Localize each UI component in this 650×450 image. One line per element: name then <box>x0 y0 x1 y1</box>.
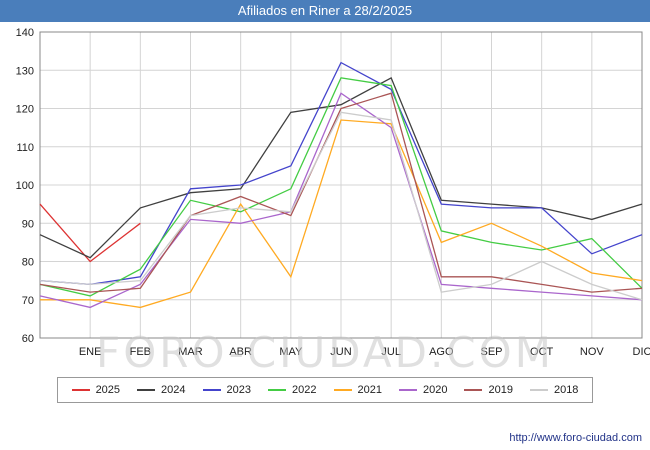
legend-label: 2022 <box>292 384 317 396</box>
legend-swatch <box>71 389 90 391</box>
svg-text:SEP: SEP <box>480 346 502 358</box>
chart-svg: 60 70 80 90 100 110 120 130 140 ENE FEB MAR ABR MAY JU… <box>16 27 650 358</box>
legend-item-2019: 2019 <box>464 384 513 396</box>
svg-text:60: 60 <box>22 333 34 345</box>
legend-item-2020: 2020 <box>398 384 448 396</box>
legend-label: 2019 <box>488 384 513 396</box>
svg-text:MAR: MAR <box>178 346 203 358</box>
svg-text:70: 70 <box>22 295 34 307</box>
legend-item-2024: 2024 <box>137 384 186 396</box>
svg-text:DIC: DIC <box>633 346 650 358</box>
svg-text:NOV: NOV <box>580 346 605 358</box>
footer-link[interactable]: http://www.foro-ciudad.com <box>509 432 642 444</box>
footer: http://www.foro-ciudad.com <box>509 432 642 444</box>
legend-swatch <box>529 389 548 391</box>
legend-swatch <box>202 389 221 391</box>
legend-swatch <box>268 389 287 391</box>
svg-text:MAY: MAY <box>279 346 303 358</box>
svg-text:110: 110 <box>16 142 34 154</box>
legend-label: 2018 <box>553 384 579 396</box>
legend-item-2018: 2018 <box>529 384 579 396</box>
svg-text:FEB: FEB <box>130 346 151 358</box>
legend: 2025 2024 2023 2022 2021 2020 2019 2018 <box>56 377 594 403</box>
legend-item-2025: 2025 <box>71 384 121 396</box>
legend-label: 2020 <box>422 384 448 396</box>
svg-text:80: 80 <box>22 257 34 269</box>
legend-swatch <box>398 389 417 391</box>
svg-text:90: 90 <box>22 218 34 230</box>
legend-label: 2025 <box>95 384 121 396</box>
legend-swatch <box>333 389 352 391</box>
svg-text:JUL: JUL <box>381 346 401 358</box>
title-bar: Afiliados en Riner a 28/2/2025 <box>0 0 650 22</box>
svg-text:120: 120 <box>16 104 34 116</box>
svg-text:ENE: ENE <box>79 346 102 358</box>
legend-item-2022: 2022 <box>268 384 317 396</box>
legend-label: 2024 <box>161 384 186 396</box>
legend-label: 2021 <box>357 384 382 396</box>
chart-area: 60 70 80 90 100 110 120 130 140 ENE FEB MAR ABR MAY JU… <box>0 22 650 367</box>
svg-text:ABR: ABR <box>229 346 252 358</box>
svg-text:130: 130 <box>16 65 34 77</box>
svg-text:AGO: AGO <box>429 346 454 358</box>
legend-swatch <box>464 389 483 391</box>
legend-label: 2023 <box>226 384 252 396</box>
legend-item-2021: 2021 <box>333 384 382 396</box>
svg-text:JUN: JUN <box>330 346 351 358</box>
svg-text:140: 140 <box>16 27 34 39</box>
legend-item-2023: 2023 <box>202 384 252 396</box>
svg-text:OCT: OCT <box>530 346 554 358</box>
svg-text:100: 100 <box>16 180 34 192</box>
legend-swatch <box>137 389 156 391</box>
chart-title: Afiliados en Riner a 28/2/2025 <box>237 3 413 18</box>
